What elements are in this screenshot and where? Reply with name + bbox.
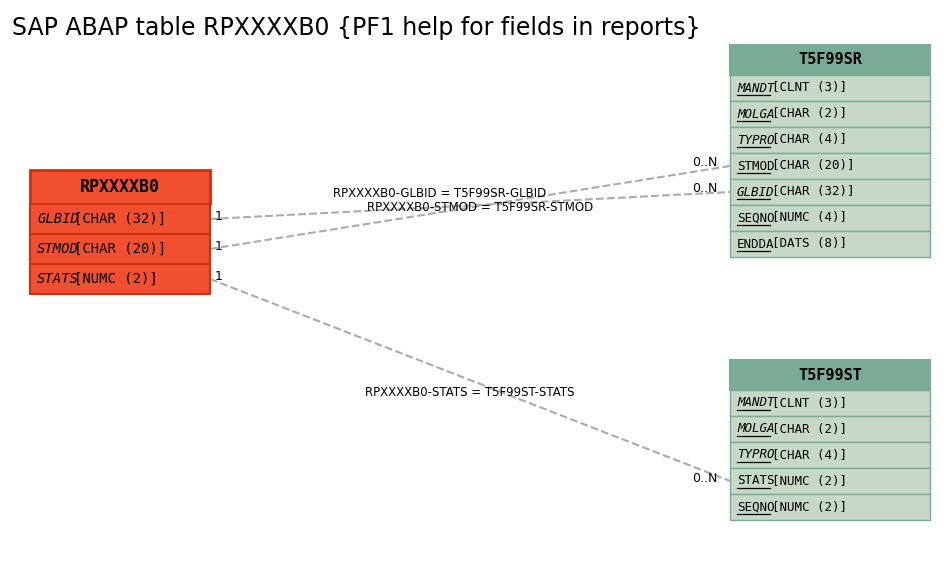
Text: [CHAR (32)]: [CHAR (32)] [770, 186, 853, 199]
Bar [729, 360, 929, 390]
Text: SEQNO: SEQNO [736, 501, 774, 513]
Text: 0..N: 0..N [691, 183, 716, 195]
Text: ENDDA: ENDDA [736, 238, 774, 251]
Bar [729, 442, 929, 468]
Text: 1: 1 [215, 210, 223, 223]
Text: STMOD: STMOD [37, 242, 78, 256]
Text: [DATS (8)]: [DATS (8)] [770, 238, 846, 251]
Text: RPXXXXB0: RPXXXXB0 [80, 178, 160, 196]
Bar [729, 390, 929, 416]
Text: RPXXXXB0-STMOD = T5F99SR-STMOD: RPXXXXB0-STMOD = T5F99SR-STMOD [366, 201, 593, 214]
Text: T5F99ST: T5F99ST [798, 368, 861, 383]
Text: MANDT: MANDT [736, 82, 774, 94]
Text: [NUMC (4)]: [NUMC (4)] [770, 211, 846, 224]
Text: 0..N: 0..N [691, 472, 716, 485]
Bar [729, 468, 929, 494]
Bar [729, 494, 929, 520]
Bar [729, 127, 929, 153]
Bar [729, 179, 929, 205]
Text: RPXXXXB0-GLBID = T5F99SR-GLBID: RPXXXXB0-GLBID = T5F99SR-GLBID [333, 187, 546, 200]
Bar [729, 153, 929, 179]
Text: 1: 1 [215, 239, 223, 252]
Text: [CHAR (2)]: [CHAR (2)] [770, 423, 846, 436]
Bar [729, 205, 929, 231]
Text: SAP ABAP table RPXXXXB0 {PF1 help for fields in reports}: SAP ABAP table RPXXXXB0 {PF1 help for fi… [12, 16, 700, 40]
Text: 0..N: 0..N [691, 156, 716, 170]
Text: TYPRO: TYPRO [736, 134, 774, 147]
Text: [CHAR (2)]: [CHAR (2)] [770, 107, 846, 120]
Text: SEQNO: SEQNO [736, 211, 774, 224]
Text: STATS: STATS [736, 475, 774, 488]
Bar [729, 75, 929, 101]
Text: 1: 1 [215, 270, 223, 283]
Bar [729, 101, 929, 127]
Text: STATS: STATS [37, 272, 78, 286]
Bar [30, 204, 210, 234]
Text: RPXXXXB0-STATS = T5F99ST-STATS: RPXXXXB0-STATS = T5F99ST-STATS [365, 385, 574, 399]
Text: [CHAR (32)]: [CHAR (32)] [74, 212, 166, 226]
Text: [CHAR (4)]: [CHAR (4)] [770, 448, 846, 461]
Text: GLBID: GLBID [37, 212, 78, 226]
Text: T5F99SR: T5F99SR [798, 53, 861, 67]
Bar [30, 264, 210, 294]
Text: [CLNT (3)]: [CLNT (3)] [770, 82, 846, 94]
Bar [729, 45, 929, 75]
Text: [NUMC (2)]: [NUMC (2)] [770, 501, 846, 513]
Text: TYPRO: TYPRO [736, 448, 774, 461]
Text: [NUMC (2)]: [NUMC (2)] [770, 475, 846, 488]
Text: GLBID: GLBID [736, 186, 774, 199]
Bar [729, 416, 929, 442]
Bar [729, 231, 929, 257]
Text: MOLGA: MOLGA [736, 423, 774, 436]
Text: [NUMC (2)]: [NUMC (2)] [74, 272, 158, 286]
Bar [30, 234, 210, 264]
Text: MANDT: MANDT [736, 396, 774, 409]
Text: MOLGA: MOLGA [736, 107, 774, 120]
Text: [CHAR (4)]: [CHAR (4)] [770, 134, 846, 147]
Text: [CHAR (20)]: [CHAR (20)] [74, 242, 166, 256]
Bar [30, 170, 210, 204]
Text: STMOD: STMOD [736, 159, 774, 172]
Text: [CLNT (3)]: [CLNT (3)] [770, 396, 846, 409]
Text: [CHAR (20)]: [CHAR (20)] [770, 159, 853, 172]
